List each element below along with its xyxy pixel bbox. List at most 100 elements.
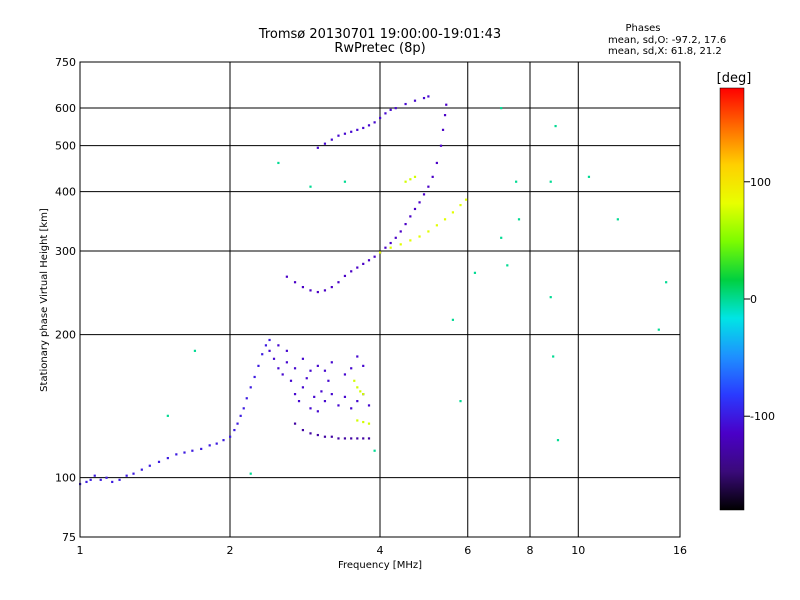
echo-point xyxy=(399,243,402,246)
y-tick-label: 300 xyxy=(55,245,76,258)
echo-point xyxy=(309,369,312,372)
echo-point xyxy=(337,437,340,440)
echo-point xyxy=(409,239,412,242)
echo-point xyxy=(323,435,327,438)
echo-point xyxy=(301,357,305,360)
echo-point xyxy=(373,449,376,452)
y-axis-title: Stationary phase Virtual Height [km] xyxy=(39,208,50,392)
x-axis: 1 2 4 6 8 10 16 xyxy=(77,544,688,557)
echo-point xyxy=(272,357,276,360)
plot-frame xyxy=(79,61,681,538)
echo-point xyxy=(422,193,426,196)
echo-point xyxy=(427,230,430,233)
echo-point xyxy=(367,259,371,262)
echo-point xyxy=(293,281,297,284)
echo-point xyxy=(431,175,434,178)
echo-point xyxy=(175,453,178,456)
echo-point xyxy=(257,364,260,367)
echo-point xyxy=(249,472,252,475)
echo-point xyxy=(125,474,128,477)
phases-title: Phases xyxy=(625,23,660,34)
colorbar-tick-label: 100 xyxy=(750,176,771,189)
echo-point xyxy=(239,414,242,417)
y-tick-label: 200 xyxy=(55,329,76,342)
echo-point xyxy=(464,198,468,201)
echo-point xyxy=(148,464,151,467)
echo-point xyxy=(367,437,371,440)
echo-point xyxy=(118,478,121,481)
echo-point xyxy=(330,361,333,364)
echo-point xyxy=(111,480,114,484)
echo-point xyxy=(337,134,340,137)
echo-point xyxy=(309,432,312,435)
echo-point xyxy=(301,386,305,389)
echo-point xyxy=(427,185,430,188)
echo-point xyxy=(191,449,194,452)
echo-point xyxy=(356,355,359,358)
echo-point xyxy=(367,422,371,425)
echo-point xyxy=(277,367,280,370)
phases-stats-x: mean, sd,X: 61.8, 21.2 xyxy=(608,46,722,57)
echo-point xyxy=(404,180,407,183)
echo-point xyxy=(200,447,203,451)
echo-point xyxy=(215,442,218,445)
echo-point xyxy=(323,289,327,292)
echo-point xyxy=(236,422,239,425)
echo-point xyxy=(356,128,359,131)
echo-point xyxy=(337,404,340,407)
echo-point xyxy=(316,364,319,367)
echo-point xyxy=(657,328,660,331)
echo-point xyxy=(350,437,353,440)
echo-point xyxy=(384,112,387,115)
echo-point xyxy=(242,407,245,410)
echo-point xyxy=(309,289,312,292)
data-points xyxy=(79,95,668,486)
echo-point xyxy=(413,207,417,211)
echo-point xyxy=(309,185,312,188)
echo-point xyxy=(327,379,330,382)
echo-point xyxy=(409,215,412,218)
echo-point xyxy=(193,349,197,352)
echo-point xyxy=(506,264,509,267)
echo-point xyxy=(379,251,382,254)
y-tick-label: 75 xyxy=(62,531,76,544)
echo-point xyxy=(330,435,333,438)
echo-point xyxy=(362,126,365,130)
colorbar-ticks: 100 0 -100 xyxy=(744,176,775,423)
echo-point xyxy=(93,474,96,477)
echo-point xyxy=(362,393,365,396)
echo-point xyxy=(157,460,161,463)
echo-point xyxy=(549,180,552,183)
echo-point xyxy=(277,344,280,347)
echo-point xyxy=(285,361,288,364)
echo-point xyxy=(305,377,308,380)
echo-point xyxy=(233,428,236,432)
echo-point xyxy=(353,379,356,382)
echo-point xyxy=(616,218,619,221)
x-tick-label: 16 xyxy=(673,544,687,557)
echo-point xyxy=(105,476,108,479)
echo-point xyxy=(359,390,362,393)
echo-point xyxy=(427,95,430,98)
echo-point xyxy=(350,407,353,410)
echo-point xyxy=(445,103,448,106)
echo-point xyxy=(389,241,392,245)
echo-point xyxy=(389,246,392,249)
y-axis: 75 100 200 300 400 500 600 750 xyxy=(55,56,76,544)
echo-point xyxy=(459,400,462,403)
chart-title: Tromsø 20130701 19:00:00-19:01:43 xyxy=(258,27,501,42)
echo-point xyxy=(459,203,462,207)
echo-point xyxy=(373,121,376,124)
echo-point xyxy=(132,472,135,475)
x-tick-label: 4 xyxy=(377,544,384,557)
echo-point xyxy=(404,102,407,106)
echo-point xyxy=(166,414,169,417)
echo-point xyxy=(330,393,333,396)
x-tick-label: 8 xyxy=(527,544,534,557)
echo-point xyxy=(473,271,477,274)
y-tick-label: 100 xyxy=(55,472,76,485)
echo-point xyxy=(89,478,92,481)
x-tick-label: 6 xyxy=(464,544,471,557)
echo-point xyxy=(316,290,319,294)
